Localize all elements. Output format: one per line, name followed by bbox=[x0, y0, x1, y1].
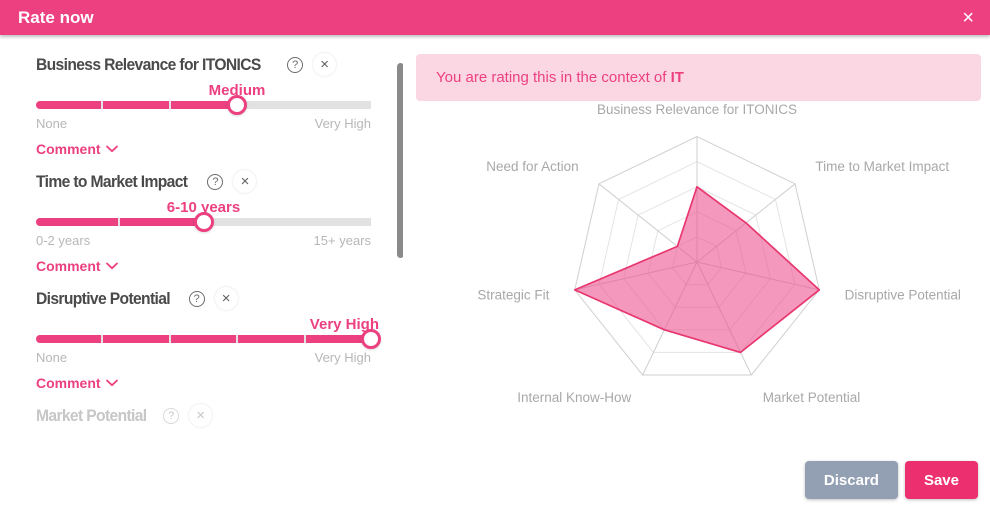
svg-text:Business Relevance for ITONICS: Business Relevance for ITONICS bbox=[597, 102, 797, 117]
svg-text:Time to Market Impact: Time to Market Impact bbox=[815, 159, 949, 174]
svg-text:Need for Action: Need for Action bbox=[486, 159, 578, 174]
svg-text:Internal Know-How: Internal Know-How bbox=[517, 390, 631, 405]
svg-text:Disruptive Potential: Disruptive Potential bbox=[845, 287, 961, 302]
svg-text:Market Potential: Market Potential bbox=[763, 390, 861, 405]
svg-text:Strategic Fit: Strategic Fit bbox=[477, 287, 549, 302]
